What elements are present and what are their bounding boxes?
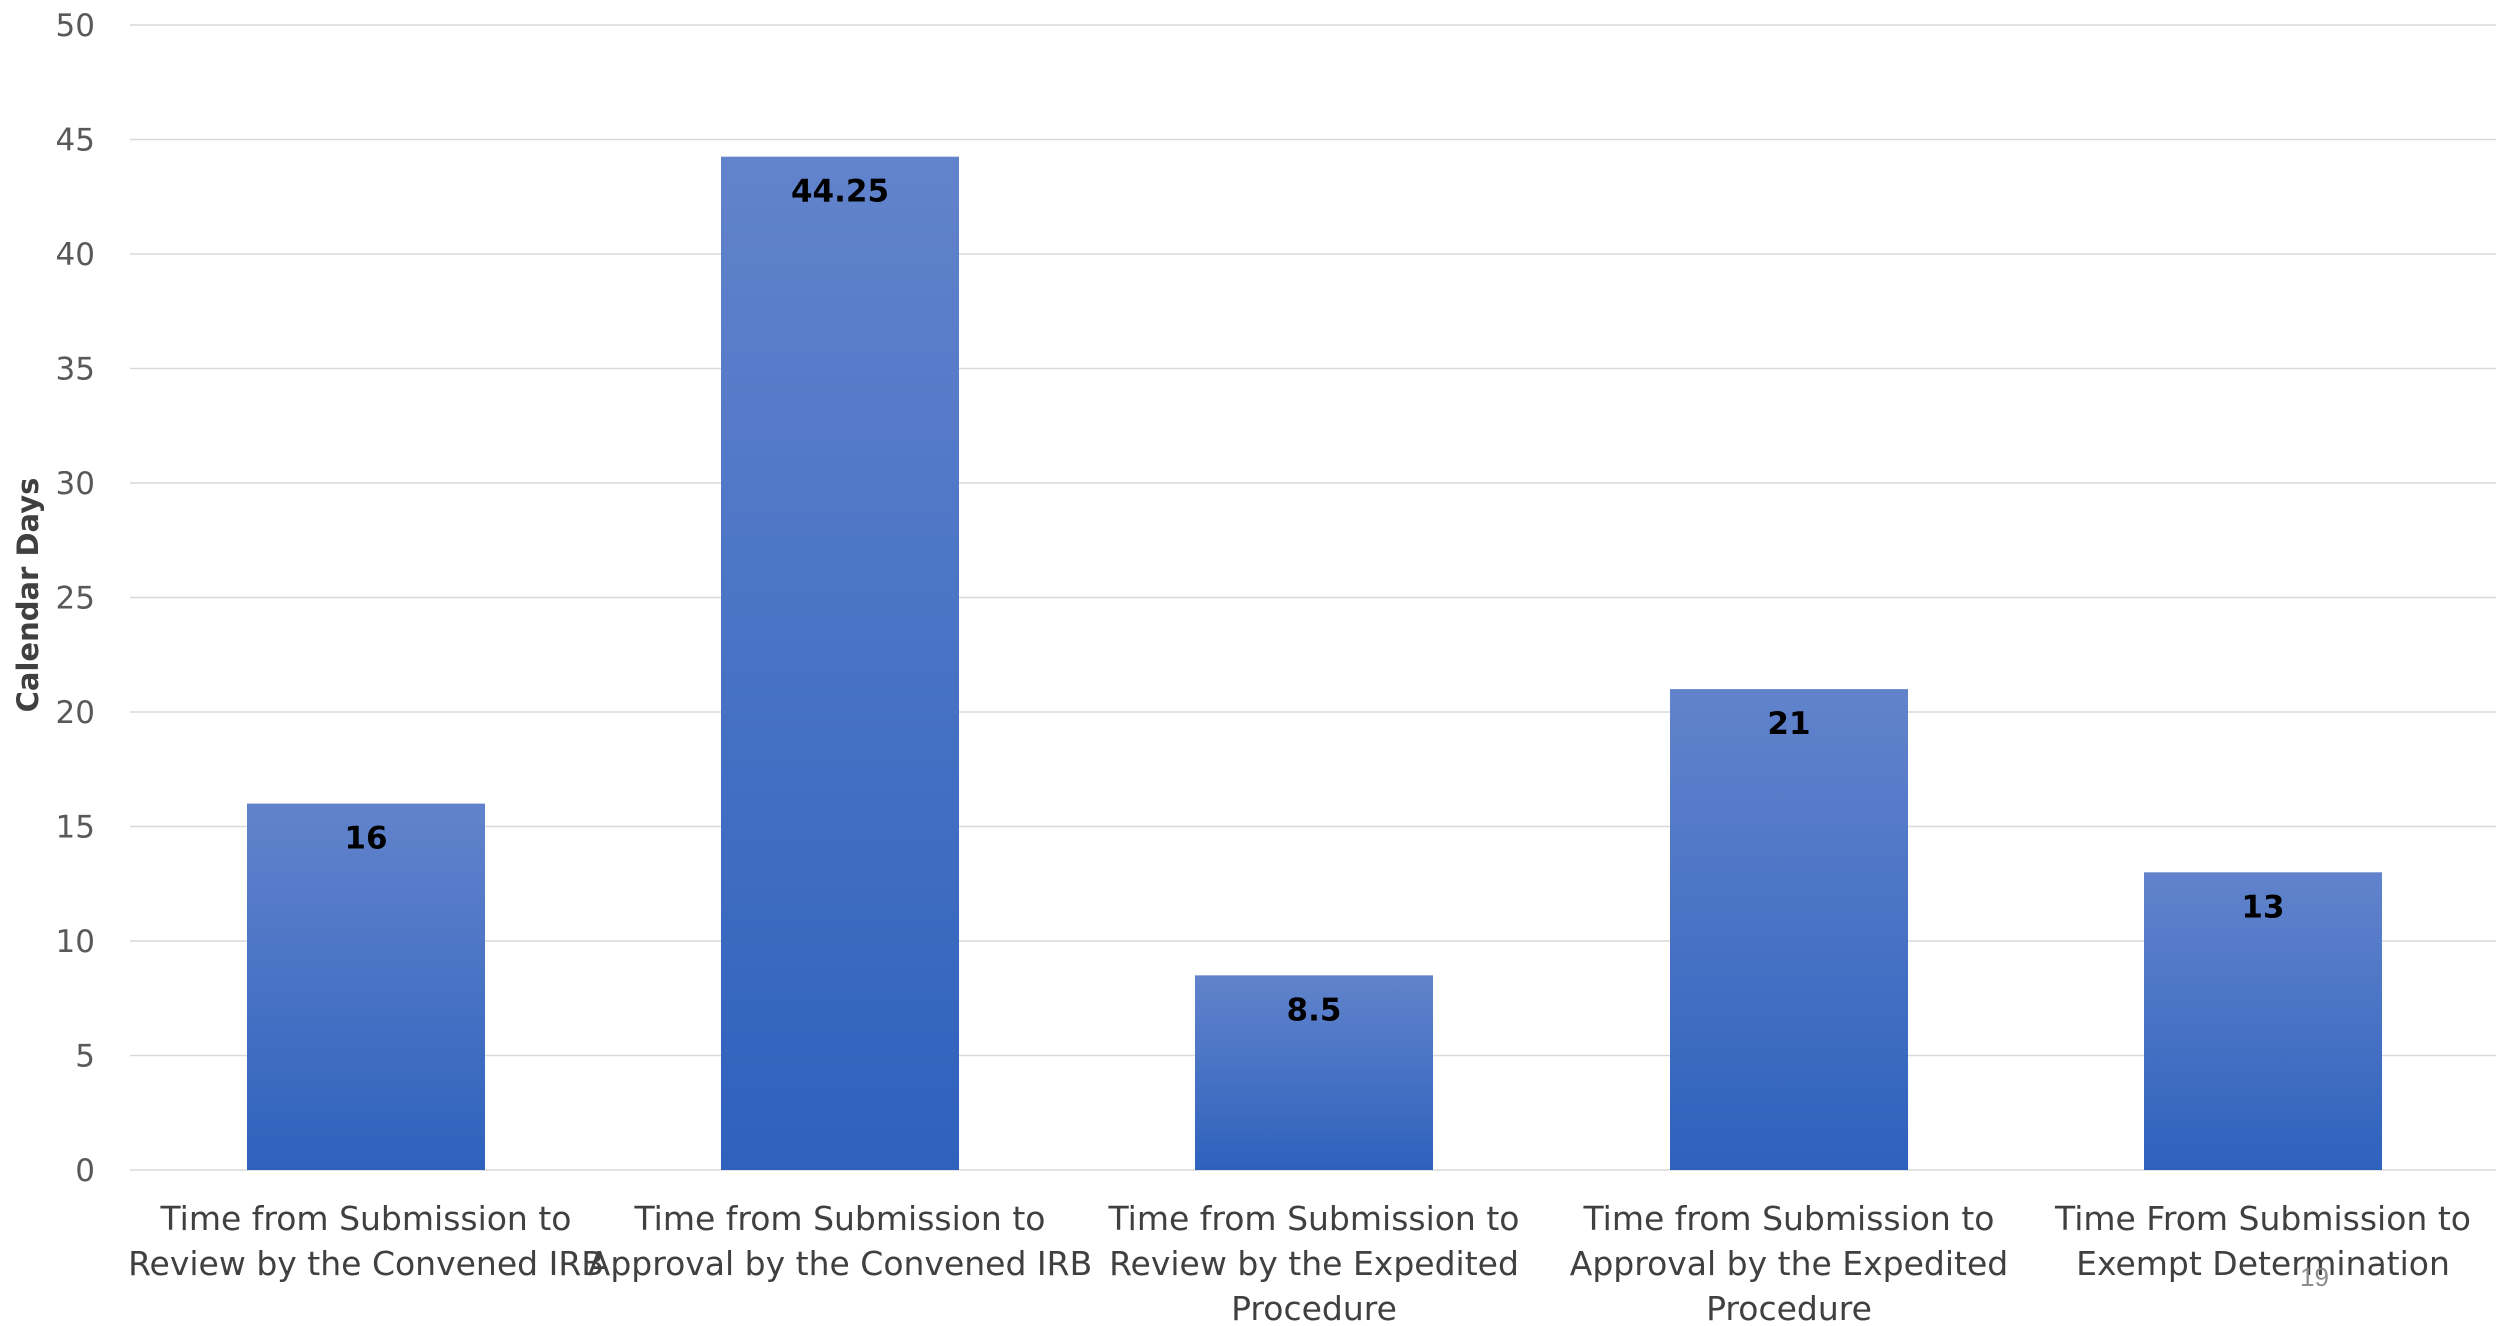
- data-label: 8.5: [1287, 992, 1342, 1028]
- x-category-label: Time from Submission to Review by the Exp…: [1108, 1199, 1520, 1326]
- y-tick-label: 45: [56, 123, 95, 159]
- y-tick-label: 20: [56, 695, 95, 731]
- data-labels: 16 44.25 8.5 21 13: [344, 174, 2284, 1029]
- y-tick-label: 35: [56, 352, 95, 388]
- bar: [1195, 975, 1433, 1170]
- bar: [721, 156, 959, 1171]
- y-tick-label: 30: [56, 466, 95, 502]
- gridlines: [130, 24, 2496, 1171]
- data-label: 16: [344, 821, 387, 857]
- bar: [1670, 689, 1908, 1170]
- y-axis-title: Calendar Days: [11, 478, 45, 713]
- x-category-label: Time From Submission to Exempt Determinat…: [2054, 1199, 2471, 1283]
- y-tick-label: 15: [56, 810, 95, 846]
- y-tick-label: 40: [56, 237, 95, 273]
- bar: [2144, 872, 2382, 1170]
- y-tick-label: 10: [56, 924, 95, 960]
- y-tick-label: 5: [75, 1039, 95, 1075]
- x-category-label: Time from Submission to Review by the Con…: [128, 1199, 604, 1283]
- data-label: 44.25: [791, 174, 889, 210]
- page-number: 19: [2300, 1262, 2329, 1292]
- y-tick-label: 0: [75, 1153, 95, 1189]
- bars: [247, 156, 2382, 1171]
- data-label: 21: [1767, 706, 1810, 742]
- y-tick-label: 25: [56, 581, 95, 617]
- data-label: 13: [2241, 889, 2284, 925]
- y-axis-ticks: 0 5 10 15 20 25 30 35 40 45 50: [56, 8, 95, 1189]
- x-axis-categories: Time from Submission to Review by the Con…: [128, 1199, 2471, 1326]
- y-tick-label: 50: [56, 8, 95, 44]
- x-category-label: Time from Submission to Approval by the C…: [588, 1199, 1092, 1283]
- bar: [247, 803, 485, 1170]
- x-category-label: Time from Submission to Approval by the E…: [1570, 1199, 2008, 1326]
